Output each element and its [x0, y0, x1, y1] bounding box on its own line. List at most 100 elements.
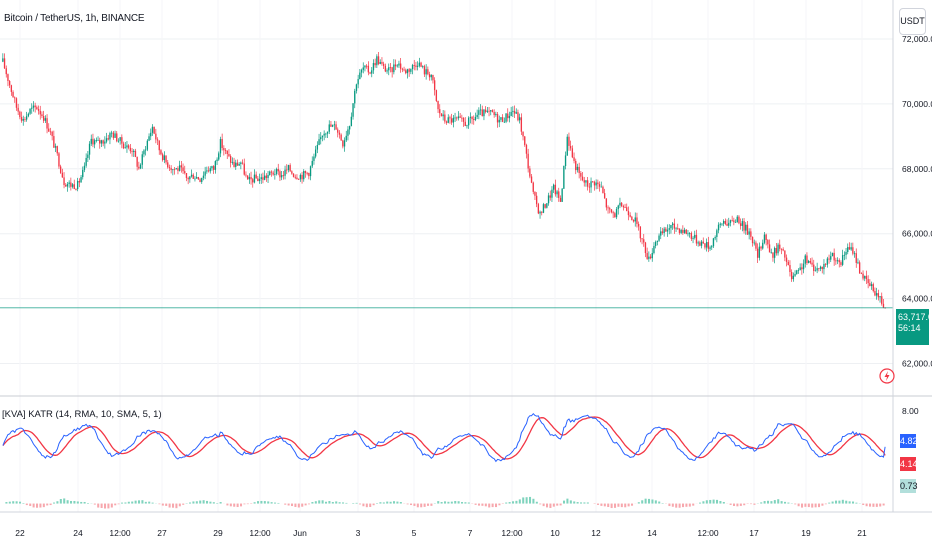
histogram-bar [83, 501, 86, 504]
candle-body [333, 124, 336, 126]
histogram-bar [100, 503, 103, 508]
candle-body [204, 171, 206, 176]
histogram-bar [365, 503, 368, 508]
candle-body [75, 189, 77, 190]
candle-body [267, 175, 269, 178]
candle-body [107, 138, 109, 140]
histogram-bar [178, 503, 181, 507]
candle-body [544, 204, 546, 208]
candle [59, 164, 62, 174]
candle-body [433, 80, 436, 91]
candle [235, 159, 237, 170]
candle [462, 117, 465, 127]
histogram-bar [644, 498, 647, 504]
candle [459, 113, 461, 118]
candle [274, 169, 276, 180]
candle [219, 136, 222, 158]
histogram-bar [563, 500, 566, 504]
candle [355, 83, 358, 94]
candle-body [121, 137, 123, 144]
histogram-bar [297, 503, 300, 508]
candle-body [258, 178, 261, 182]
candle-body [382, 63, 385, 66]
histogram-bar [498, 503, 501, 506]
candle-body [830, 256, 832, 260]
candle [433, 77, 436, 96]
histogram-bar [818, 503, 821, 508]
candle [729, 219, 732, 227]
histogram-bar [359, 503, 362, 505]
candle-body [848, 247, 851, 250]
candle [799, 263, 801, 271]
candle [780, 248, 783, 255]
candle-body [882, 303, 885, 308]
time-axis-label: 29 [213, 528, 223, 538]
indicator-title[interactable]: [KVA] KATR (14, RMA, 10, SMA, 5, 1) [2, 409, 162, 420]
candle-body [82, 169, 84, 178]
histogram-bar [780, 501, 783, 504]
candle [131, 147, 133, 157]
candle [797, 268, 800, 274]
candle [253, 169, 256, 184]
candle [87, 151, 89, 163]
candle-body [520, 117, 523, 132]
candle-body [405, 70, 407, 74]
candle-body [590, 181, 592, 188]
candle-body [756, 248, 759, 258]
lightning-icon[interactable] [879, 368, 895, 384]
candle [367, 61, 370, 76]
candle-body [622, 206, 625, 208]
candle [454, 112, 456, 122]
candle-body [571, 148, 574, 158]
candle-body [738, 216, 740, 224]
candle [238, 162, 240, 166]
candle [755, 240, 757, 251]
candle-body [127, 145, 130, 148]
candle [194, 176, 196, 182]
candle [413, 59, 415, 71]
candle [564, 151, 567, 170]
histogram-bar [522, 497, 525, 504]
histogram-bar [416, 503, 419, 508]
candle [14, 96, 16, 103]
candle [731, 215, 733, 222]
candle-body [245, 174, 247, 176]
candle-body [789, 265, 791, 272]
candle [471, 116, 473, 125]
candle-body [194, 178, 196, 180]
histogram-bar [144, 501, 147, 504]
candle-body [240, 162, 242, 164]
candle [85, 153, 87, 168]
candle [479, 104, 482, 116]
candle-body [444, 114, 446, 122]
histogram-bar [172, 503, 175, 508]
candle [34, 102, 36, 113]
candle [360, 68, 363, 78]
candle-body [207, 170, 210, 172]
candle-body [158, 140, 160, 151]
candle [282, 171, 285, 180]
candle-body [63, 177, 65, 186]
candle [340, 133, 342, 141]
candle-body [484, 109, 487, 112]
histogram-bar [879, 503, 882, 507]
candle-body [496, 113, 499, 123]
signal-line [2, 416, 886, 460]
candle-body [360, 69, 363, 73]
candle-body [229, 156, 232, 163]
candle [258, 173, 261, 184]
candle [592, 180, 594, 183]
symbol-title[interactable]: Bitcoin / TetherUS, 1h, BINANCE [4, 13, 145, 24]
candle-body [156, 139, 159, 141]
histogram-bar [393, 501, 396, 504]
candle-body [772, 252, 774, 258]
candle [445, 120, 448, 125]
histogram-bar [32, 503, 35, 508]
currency-button[interactable]: USDT [899, 8, 926, 35]
histogram-bar [716, 499, 719, 504]
candle-body [76, 180, 79, 190]
candle-body [416, 65, 419, 67]
candle-body [836, 260, 839, 262]
candle [712, 237, 715, 249]
